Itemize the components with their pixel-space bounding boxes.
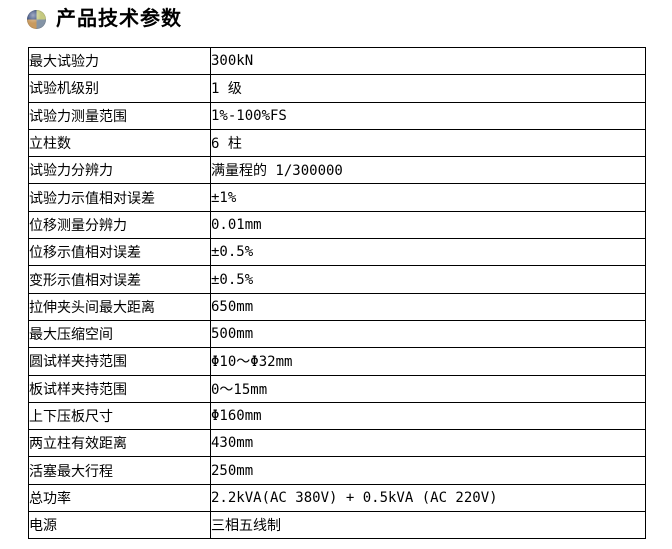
table-row: 试验力分辨力 满量程的 1/300000 [28,156,646,185]
table-row: 最大压缩空间 500mm [28,319,646,349]
table-row: 位移示值相对误差 ±0.5% [28,238,646,267]
table-row: 变形示值相对误差 ±0.5% [28,265,646,294]
section-header: 产品技术参数 [27,8,182,30]
param-name: 立柱数 [28,128,211,158]
param-name: 两立柱有效距离 [28,429,211,458]
section-title: 产品技术参数 [56,8,182,30]
param-value: ±0.5% [210,238,646,267]
param-value: 500mm [210,319,646,349]
param-value: Φ160mm [210,401,646,431]
spec-table: 最大试验力 300kN 试验机级别 1 级 试验力测量范围 1%-100%FS … [28,46,646,540]
param-name: 板试样夹持范围 [28,374,211,403]
param-name: 圆试样夹持范围 [28,347,211,376]
param-value: 430mm [210,429,646,458]
param-value: 1 级 [210,74,646,103]
param-name: 电源 [28,511,211,540]
param-value: 250mm [210,456,646,485]
param-name: 上下压板尺寸 [28,401,211,431]
table-row: 圆试样夹持范围 Φ10～Φ32mm [28,347,646,376]
param-value: 6 柱 [210,128,646,158]
param-name: 位移测量分辨力 [28,210,211,240]
param-value: 三相五线制 [210,511,646,540]
param-name: 最大压缩空间 [28,319,211,349]
table-row: 两立柱有效距离 430mm [28,429,646,458]
param-value: 1%-100%FS [210,101,646,130]
param-value: 满量程的 1/300000 [210,156,646,185]
sphere-bullet-icon [27,9,46,29]
param-value: 2.2kVA(AC 380V) + 0.5kVA (AC 220V) [210,483,646,513]
table-row: 电源 三相五线制 [28,511,646,540]
param-name: 位移示值相对误差 [28,238,211,267]
param-value: 650mm [210,292,646,321]
table-row: 总功率 2.2kVA(AC 380V) + 0.5kVA (AC 220V) [28,483,646,513]
param-name: 试验力示值相对误差 [28,183,211,212]
table-row: 试验机级别 1 级 [28,74,646,103]
param-name: 试验力分辨力 [28,156,211,185]
param-value: Φ10～Φ32mm [210,347,646,376]
table-row: 试验力示值相对误差 ±1% [28,183,646,212]
table-row: 试验力测量范围 1%-100%FS [28,101,646,130]
param-value: ±1% [210,183,646,212]
table-row: 最大试验力 300kN [28,46,646,76]
table-row: 立柱数 6 柱 [28,128,646,158]
param-name: 变形示值相对误差 [28,265,211,294]
param-name: 拉伸夹头间最大距离 [28,292,211,321]
table-row: 拉伸夹头间最大距离 650mm [28,292,646,321]
table-row: 活塞最大行程 250mm [28,456,646,485]
param-name: 最大试验力 [28,46,211,76]
param-name: 活塞最大行程 [28,456,211,485]
param-value: 300kN [210,46,646,76]
table-row: 上下压板尺寸 Φ160mm [28,401,646,431]
param-value: 0～15mm [210,374,646,403]
param-name: 总功率 [28,483,211,513]
param-name: 试验机级别 [28,74,211,103]
param-value: 0.01mm [210,210,646,240]
table-row: 板试样夹持范围 0～15mm [28,374,646,403]
table-row: 位移测量分辨力 0.01mm [28,210,646,240]
param-name: 试验力测量范围 [28,101,211,130]
param-value: ±0.5% [210,265,646,294]
